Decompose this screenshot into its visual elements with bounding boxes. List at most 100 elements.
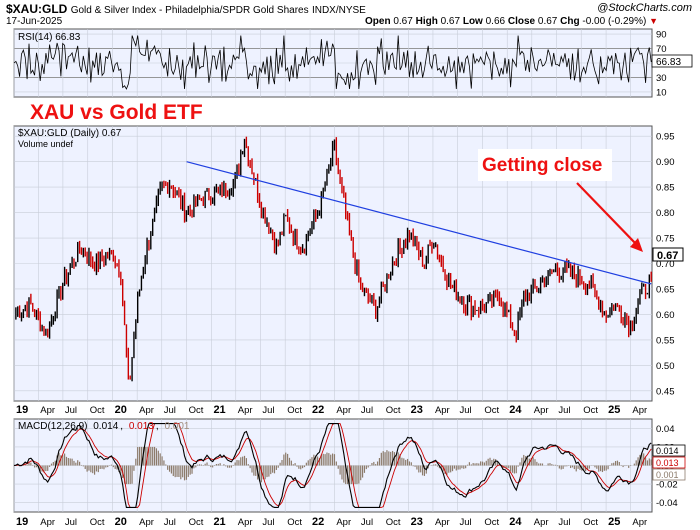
x-axis-label: 23	[411, 404, 423, 416]
x-axis-label: Apr	[534, 405, 549, 416]
macd-tag: 0.014	[656, 446, 679, 456]
price-tick-label: 0.45	[656, 386, 675, 397]
x-axis-label: Oct	[189, 517, 204, 528]
price-last-tag-box	[652, 247, 684, 262]
high-label: High	[415, 16, 438, 27]
x-axis-label: Jul	[361, 517, 373, 528]
x-axis-label: Jul	[460, 517, 472, 528]
price-axis: 0.95 0.90 0.85 0.80 0.75 0.70 0.65 0.60 0.55 0.50…	[656, 132, 675, 398]
exchange-label: INDX/NYSE	[311, 5, 366, 16]
chg-label: Chg	[560, 16, 580, 27]
x-axis-label: Apr	[534, 517, 549, 528]
rsi-tick-label: 30	[656, 73, 667, 84]
macd-legend: MACD(12,26,9) 0.014, 0.013, 0.001	[18, 421, 190, 432]
macd-tick-label: -0.04	[656, 498, 678, 509]
x-axis-label: Apr	[40, 405, 55, 416]
x-axis-labels-middle: 19 Apr Jul Oct 20 Apr Jul Oct 21 Apr Jul Oct 22 Apr Ju…	[16, 404, 647, 416]
macd-legend-signal: 0.013	[129, 421, 154, 432]
x-axis-label: Oct	[90, 405, 105, 416]
x-axis-label: Jul	[460, 405, 472, 416]
macd-tick-label: 0.04	[656, 424, 675, 435]
x-axis-label: 25	[608, 516, 620, 528]
quote-summary: Open 0.67 High 0.67 Low 0.66 Close 0.67 …	[365, 16, 658, 27]
signal-tag: 0.013	[656, 458, 679, 468]
price-tick-label: 0.75	[656, 234, 675, 245]
x-axis-label: Apr	[632, 517, 647, 528]
chart-header: $XAU:GLD Gold & Silver Index - Philadelp…	[6, 2, 366, 16]
open-value: 0.67	[393, 16, 413, 27]
price-tick-label: 0.65	[656, 284, 675, 295]
rsi-path	[13, 35, 652, 90]
open-label: Open	[365, 16, 391, 27]
x-axis-label: 22	[312, 404, 324, 416]
x-axis-label: 24	[509, 516, 522, 528]
rsi-panel: RSI(14) 66.83 9070503010 66.83	[13, 28, 693, 98]
x-axis-label: Jul	[164, 517, 176, 528]
x-axis-label: Jul	[262, 517, 274, 528]
rsi-line	[13, 35, 652, 90]
price-tick-label: 0.60	[656, 310, 675, 321]
rsi-last-tag-box	[651, 54, 693, 68]
x-axis-label: Oct	[386, 517, 401, 528]
rsi-tick-label: 70	[656, 44, 667, 55]
x-axis-label: Apr	[238, 405, 253, 416]
x-axis-label: Jul	[262, 405, 274, 416]
x-axis-label: Apr	[632, 405, 647, 416]
x-axis-label: 25	[608, 404, 620, 416]
x-axis-label: Oct	[287, 405, 302, 416]
price-last-tag: 0.67	[657, 250, 678, 262]
date-label: 17-Jun-2025	[6, 16, 63, 27]
macd-path	[13, 423, 652, 508]
price-tick-label: 0.55	[656, 335, 675, 346]
x-axis-label: Oct	[189, 405, 204, 416]
low-label: Low	[462, 16, 483, 27]
macd-lines	[13, 423, 652, 508]
x-axis-label: Oct	[386, 405, 401, 416]
signal-tag-box	[652, 456, 686, 469]
macd-legend-prefix: MACD(12,26,9)	[18, 421, 87, 432]
x-axis-label: Apr	[139, 405, 154, 416]
close-label: Close	[507, 16, 536, 27]
symbol-label: $XAU:GLD	[6, 2, 68, 16]
callout-box	[478, 149, 612, 181]
x-axis-label: 24	[509, 404, 522, 416]
x-axis-label: Apr	[435, 405, 450, 416]
x-axis-label: Apr	[40, 517, 55, 528]
rsi-legend: RSI(14) 66.83	[18, 32, 81, 43]
x-axis-label: Oct	[583, 405, 598, 416]
title-annotation: XAU vs Gold ETF	[30, 101, 203, 124]
x-axis-label: Jul	[65, 517, 77, 528]
x-axis-label: 20	[115, 516, 127, 528]
volume-legend: Volume undef	[18, 139, 74, 149]
macd-legend-sep: ,	[120, 421, 123, 432]
price-tick-label: 0.90	[656, 157, 675, 168]
x-axis-label: Apr	[238, 517, 253, 528]
macd-tick-label: -0.02	[656, 480, 678, 491]
x-axis-label: Apr	[336, 405, 351, 416]
x-axis-label: Jul	[164, 405, 176, 416]
price-legend: $XAU:GLD (Daily) 0.67	[18, 128, 122, 139]
symbol-description: Gold & Silver Index - Philadelphia/SPDR …	[70, 5, 309, 16]
x-axis-label: Oct	[583, 517, 598, 528]
x-axis-label: Jul	[65, 405, 77, 416]
x-axis-label: Apr	[139, 517, 154, 528]
x-axis-label: 21	[213, 404, 225, 416]
low-value: 0.66	[485, 16, 506, 27]
hist-tag-box	[652, 468, 686, 481]
macd-panel: MACD(12,26,9) 0.014, 0.013, 0.001 0.04 0.…	[13, 418, 686, 513]
x-axis-label: 19	[16, 516, 28, 528]
high-value: 0.67	[440, 16, 461, 27]
x-axis-label: 21	[213, 516, 225, 528]
x-axis-label: 22	[312, 516, 324, 528]
down-triangle-icon: ▼	[649, 16, 658, 26]
brand-label: @StockCharts.com	[597, 2, 692, 14]
x-axis-label: 20	[115, 404, 127, 416]
x-axis-label: 23	[411, 516, 423, 528]
x-axis-label: Oct	[484, 405, 499, 416]
macd-legend-sep2: ,	[156, 421, 159, 432]
x-axis-label: 19	[16, 404, 28, 416]
callout-text: Getting close	[482, 155, 602, 176]
x-axis-label: Apr	[336, 517, 351, 528]
macd-legend-value: 0.014	[93, 421, 118, 432]
